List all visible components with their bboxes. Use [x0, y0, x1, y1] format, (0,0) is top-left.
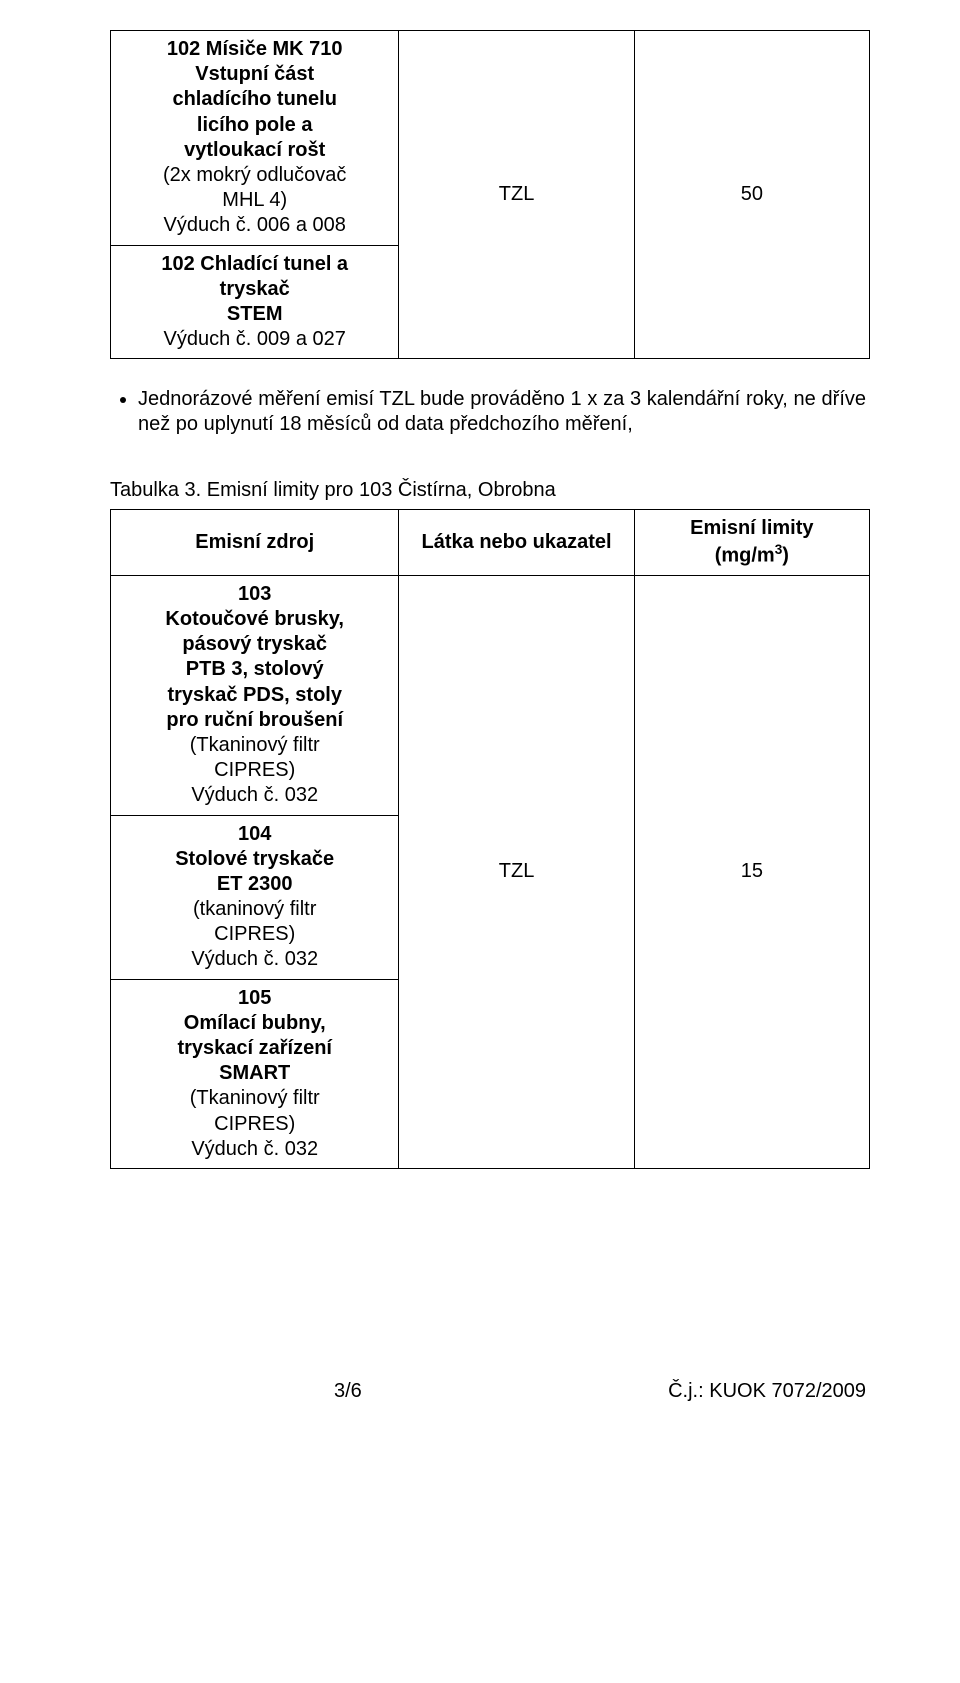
t3-limit: 15: [634, 575, 869, 1168]
t1-substance: TZL: [399, 31, 634, 359]
t3-h-src: Emisní zdroj: [111, 509, 399, 575]
page-footer: 3/6 Č.j.: KUOK 7072/2009: [110, 1379, 870, 1404]
bullet-block: Jednorázové měření emisí TZL bude provád…: [110, 387, 870, 437]
t3-row2-src: 105Omílací bubny,tryskací zařízeníSMART(…: [111, 979, 399, 1168]
table3-caption: Tabulka 3. Emisní limity pro 103 Čistírn…: [110, 478, 870, 503]
t3-h-lim: Emisní limity(mg/m3): [634, 509, 869, 575]
doc-ref: Č.j.: KUOK 7072/2009: [668, 1379, 866, 1404]
t1-limit: 50: [634, 31, 869, 359]
page-number: 3/6: [334, 1379, 362, 1404]
t3-row1-src: 104Stolové tryskačeET 2300(tkaninový fil…: [111, 815, 399, 979]
bullet-text: Jednorázové měření emisí TZL bude provád…: [138, 387, 870, 437]
t1-row0-src: 102 Mísiče MK 710Vstupní částchladícího …: [111, 31, 399, 246]
t3-row0-src: 103Kotoučové brusky,pásový tryskačPTB 3,…: [111, 575, 399, 815]
t1-row1-src: 102 Chladící tunel atryskačSTEMVýduch č.…: [111, 245, 399, 359]
table-1: 102 Mísiče MK 710Vstupní částchladícího …: [110, 30, 870, 359]
t3-h-sub: Látka nebo ukazatel: [399, 509, 634, 575]
table-3: Emisní zdroj Látka nebo ukazatel Emisní …: [110, 509, 870, 1169]
t3-substance: TZL: [399, 575, 634, 1168]
